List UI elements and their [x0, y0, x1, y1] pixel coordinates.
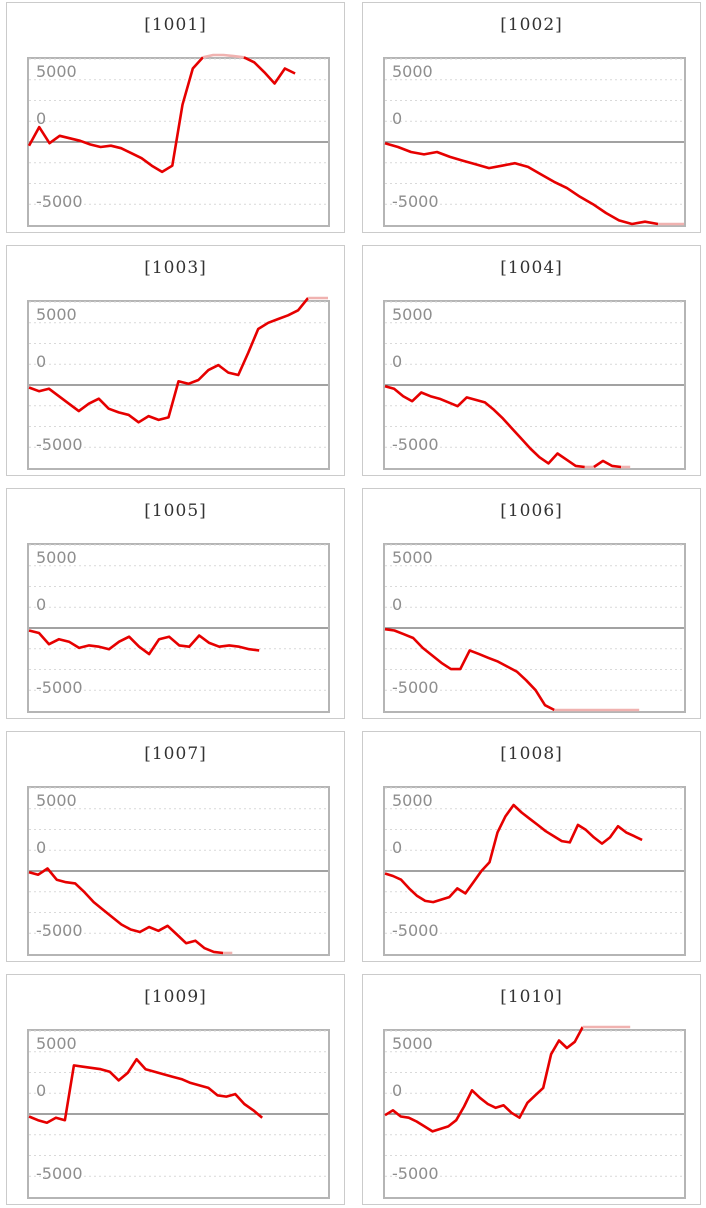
- slump-graph-line: [27, 53, 328, 205]
- chart-panel-1005: [1005] 5000 0 -5000: [6, 488, 345, 719]
- slump-graph-line: [384, 58, 684, 226]
- slump-graph-line: [384, 544, 684, 712]
- chart-title: [1008]: [500, 744, 563, 764]
- plot-area: 5000 0 -5000: [383, 300, 686, 470]
- chart-panel-1010: [1010] 5000 0 -5000: [362, 974, 701, 1205]
- plot-area: 5000 0 -5000: [383, 57, 686, 227]
- slump-graph-line: [28, 544, 328, 691]
- chart-panel-1002: [1002] 5000 0 -5000: [362, 2, 701, 233]
- slump-graph-line: [384, 301, 684, 469]
- chart-panel-1008: [1008] 5000 0 -5000: [362, 731, 701, 962]
- chart-title: [1006]: [500, 501, 563, 521]
- chart-title: [1005]: [144, 501, 207, 521]
- chart-title: [1007]: [144, 744, 207, 764]
- chart-title: [1004]: [500, 258, 563, 278]
- chart-title: [1009]: [144, 987, 207, 1007]
- slump-graph-line: [28, 1030, 328, 1177]
- chart-title: [1010]: [500, 987, 563, 1007]
- slump-graph-line: [28, 296, 328, 448]
- plot-area: 5000 0 -5000: [383, 543, 686, 713]
- chart-panel-1003: [1003] 5000 0 -5000: [6, 245, 345, 476]
- chart-title: [1001]: [144, 15, 207, 35]
- slump-graph-line: [28, 787, 328, 955]
- plot-area: 5000 0 -5000: [27, 543, 330, 713]
- plot-area: 5000 0 -5000: [27, 296, 330, 470]
- plot-area: 5000 0 -5000: [27, 1029, 330, 1199]
- chart-title: [1002]: [500, 15, 563, 35]
- plot-area: 5000 0 -5000: [27, 53, 330, 227]
- plot-area: 5000 0 -5000: [383, 786, 686, 956]
- chart-panel-1004: [1004] 5000 0 -5000: [362, 245, 701, 476]
- chart-panel-1006: [1006] 5000 0 -5000: [362, 488, 701, 719]
- chart-panel-1001: [1001] 5000 0 -5000: [6, 2, 345, 233]
- slump-graph-line: [384, 787, 684, 934]
- slump-graph-line: [384, 1025, 684, 1177]
- chart-panel-1007: [1007] 5000 0 -5000: [6, 731, 345, 962]
- chart-panel-1009: [1009] 5000 0 -5000: [6, 974, 345, 1205]
- chart-title: [1003]: [144, 258, 207, 278]
- plot-area: 5000 0 -5000: [383, 1025, 686, 1199]
- plot-area: 5000 0 -5000: [27, 786, 330, 956]
